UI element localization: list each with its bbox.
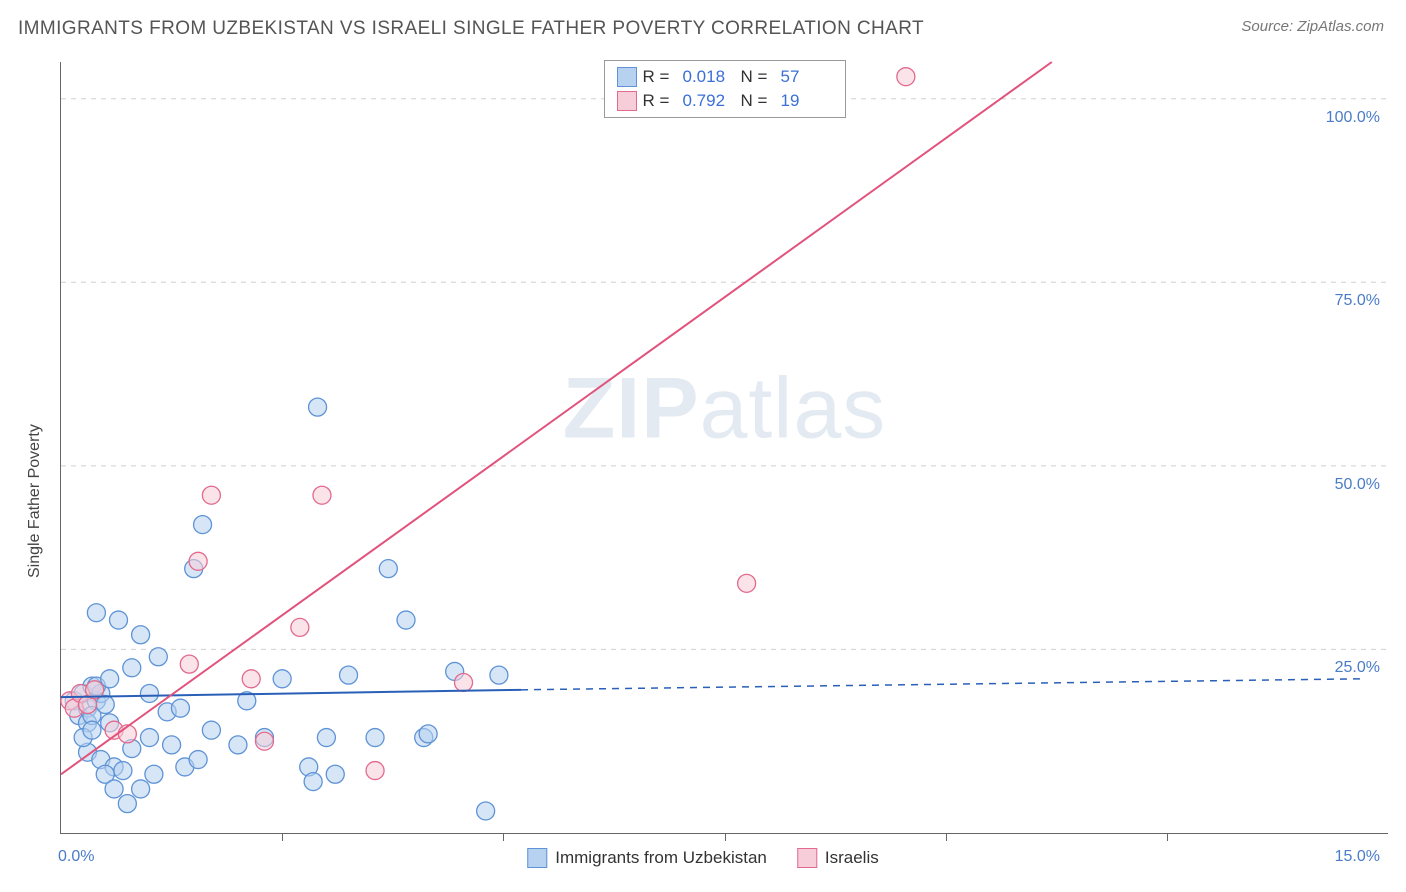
series-legend-label: Immigrants from Uzbekistan bbox=[555, 848, 767, 868]
series-legend: Immigrants from Uzbekistan Israelis bbox=[527, 848, 878, 868]
data-point bbox=[132, 626, 150, 644]
source-prefix: Source: bbox=[1241, 18, 1297, 35]
data-point bbox=[366, 729, 384, 747]
data-point bbox=[145, 765, 163, 783]
data-point bbox=[340, 666, 358, 684]
data-point bbox=[326, 765, 344, 783]
r-label: R = bbox=[643, 91, 677, 111]
data-point bbox=[455, 673, 473, 691]
data-point bbox=[114, 762, 132, 780]
data-point bbox=[189, 751, 207, 769]
x-tick bbox=[725, 833, 726, 841]
r-value: 0.018 bbox=[683, 67, 735, 87]
x-tick bbox=[503, 833, 504, 841]
data-point bbox=[149, 648, 167, 666]
data-point bbox=[317, 729, 335, 747]
data-point bbox=[110, 611, 128, 629]
data-point bbox=[140, 729, 158, 747]
data-point bbox=[229, 736, 247, 754]
data-point bbox=[132, 780, 150, 798]
legend-swatch bbox=[617, 91, 637, 111]
x-axis-min-label: 0.0% bbox=[58, 848, 94, 866]
x-tick bbox=[1167, 833, 1168, 841]
data-point bbox=[83, 721, 101, 739]
data-point bbox=[180, 655, 198, 673]
data-point bbox=[490, 666, 508, 684]
data-point bbox=[397, 611, 415, 629]
trend-line-blue-dash bbox=[521, 679, 1361, 690]
data-point bbox=[477, 802, 495, 820]
data-point bbox=[202, 721, 220, 739]
data-point bbox=[738, 574, 756, 592]
data-point bbox=[202, 486, 220, 504]
data-point bbox=[189, 552, 207, 570]
data-point bbox=[309, 398, 327, 416]
correlation-legend-row: R = 0.018 N = 57 bbox=[617, 65, 833, 89]
scatter-svg bbox=[61, 62, 1388, 833]
x-tick bbox=[282, 833, 283, 841]
data-point bbox=[118, 795, 136, 813]
data-point bbox=[313, 486, 331, 504]
x-axis-max-label: 15.0% bbox=[1335, 848, 1380, 866]
source-name: ZipAtlas.com bbox=[1297, 18, 1384, 35]
series-legend-item: Israelis bbox=[797, 848, 879, 868]
n-label: N = bbox=[741, 91, 775, 111]
data-point bbox=[105, 780, 123, 798]
n-label: N = bbox=[741, 67, 775, 87]
legend-swatch bbox=[797, 848, 817, 868]
data-point bbox=[194, 516, 212, 534]
trend-line-pink bbox=[61, 62, 1052, 774]
trend-line-blue bbox=[61, 690, 521, 697]
data-point bbox=[171, 699, 189, 717]
source-attribution: Source: ZipAtlas.com bbox=[1241, 18, 1384, 35]
n-value: 19 bbox=[781, 91, 833, 111]
series-legend-item: Immigrants from Uzbekistan bbox=[527, 848, 767, 868]
n-value: 57 bbox=[781, 67, 833, 87]
data-point bbox=[242, 670, 260, 688]
data-point bbox=[101, 670, 119, 688]
chart-title: IMMIGRANTS FROM UZBEKISTAN VS ISRAELI SI… bbox=[18, 18, 924, 40]
data-point bbox=[87, 604, 105, 622]
plot-region: ZIPatlas R =0.018N =57R =0.792N =19 25.0… bbox=[60, 62, 1388, 834]
data-point bbox=[379, 560, 397, 578]
data-point bbox=[140, 684, 158, 702]
data-point bbox=[291, 618, 309, 636]
data-point bbox=[366, 762, 384, 780]
x-tick bbox=[946, 833, 947, 841]
legend-swatch bbox=[617, 67, 637, 87]
r-value: 0.792 bbox=[683, 91, 735, 111]
data-point bbox=[255, 732, 273, 750]
legend-swatch bbox=[527, 848, 547, 868]
data-point bbox=[123, 659, 141, 677]
data-point bbox=[304, 773, 322, 791]
data-point bbox=[163, 736, 181, 754]
chart-area: Single Father Poverty ZIPatlas R =0.018N… bbox=[18, 52, 1388, 874]
correlation-legend-row: R = 0.792 N = 19 bbox=[617, 89, 833, 113]
y-axis-label: Single Father Poverty bbox=[26, 424, 44, 578]
r-label: R = bbox=[643, 67, 677, 87]
correlation-legend: R = 0.018 N = 57 R = 0.792 N = 19 bbox=[604, 60, 846, 118]
data-point bbox=[419, 725, 437, 743]
series-legend-label: Israelis bbox=[825, 848, 879, 868]
data-point bbox=[897, 68, 915, 86]
data-point bbox=[273, 670, 291, 688]
